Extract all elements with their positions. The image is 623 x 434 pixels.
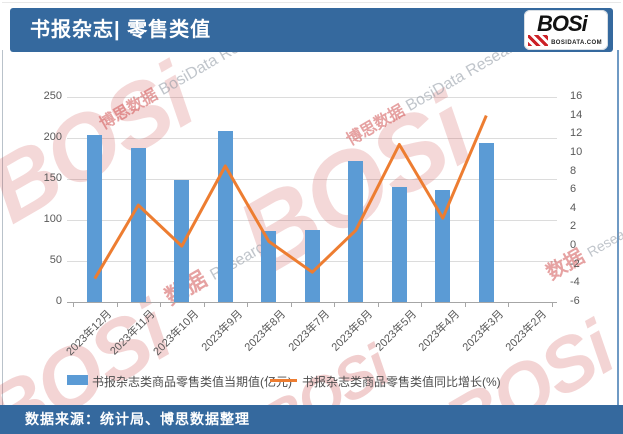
x-axis-tick bbox=[551, 302, 553, 307]
x-axis-tick bbox=[203, 302, 205, 307]
x-axis-tick bbox=[421, 302, 422, 307]
right-axis-tick-label: 4 bbox=[570, 201, 577, 214]
x-axis-label: 2023年7月 bbox=[286, 308, 332, 354]
bar bbox=[478, 142, 494, 302]
right-axis-tick-label: -6 bbox=[570, 295, 580, 307]
gridline bbox=[67, 138, 557, 139]
x-axis-label: 2023年8月 bbox=[242, 308, 289, 354]
bar bbox=[435, 190, 451, 302]
x-axis-label: 2023年12月 bbox=[64, 308, 115, 359]
x-axis-label: 2023年6月 bbox=[329, 308, 376, 354]
x-axis-label: 2023年5月 bbox=[373, 308, 419, 354]
left-axis-tick-label: 50 bbox=[49, 254, 62, 266]
bosi-logo-text: BOSi bbox=[537, 11, 588, 36]
x-axis-label: 2023年2月 bbox=[503, 308, 550, 354]
bosi-logo: BOSi BOSIDATA.COM bbox=[524, 10, 608, 50]
bosi-logo-stripes-icon bbox=[528, 35, 548, 46]
left-axis-tick-label: 0 bbox=[55, 295, 62, 307]
trend-line bbox=[93, 115, 488, 280]
right-axis-tick-label: -4 bbox=[570, 276, 580, 289]
left-axis-tick-label: 250 bbox=[43, 90, 62, 102]
x-axis-tick bbox=[290, 302, 292, 307]
frame-border-left bbox=[2, 50, 3, 406]
bar bbox=[87, 134, 103, 302]
x-axis-tick bbox=[160, 302, 161, 307]
x-axis-label: 2023年9月 bbox=[199, 308, 245, 354]
frame-border-right bbox=[617, 50, 619, 406]
bosi-logo-domain: BOSIDATA.COM bbox=[551, 40, 602, 46]
left-axis-tick-label: 200 bbox=[43, 131, 62, 143]
left-axis-tick-label: 100 bbox=[43, 213, 62, 225]
right-axis-tick-label: 16 bbox=[570, 90, 583, 102]
right-axis-tick-label: -2 bbox=[570, 257, 580, 270]
legend-bar-swatch bbox=[67, 375, 88, 385]
legend-line-swatch bbox=[270, 379, 297, 382]
x-axis-label: 2023年10月 bbox=[151, 308, 202, 359]
right-axis-tick-label: 10 bbox=[570, 145, 583, 158]
bar bbox=[217, 131, 233, 302]
x-axis-tick bbox=[464, 302, 466, 307]
right-axis-tick-label: 6 bbox=[570, 183, 577, 196]
right-axis-tick-label: 14 bbox=[570, 108, 583, 121]
bar bbox=[348, 160, 364, 302]
x-axis-label: 2023年4月 bbox=[416, 308, 463, 354]
x-axis-line bbox=[67, 302, 557, 303]
x-axis-tick bbox=[73, 302, 74, 307]
bar bbox=[174, 179, 190, 302]
left-axis-tick-label: 150 bbox=[43, 172, 62, 184]
right-axis-tick-label: 2 bbox=[570, 220, 577, 233]
header-bar: 书报杂志| 零售类值 BOSi BOSIDATA.COM bbox=[10, 8, 613, 52]
x-axis-tick bbox=[116, 302, 118, 307]
bar bbox=[304, 229, 320, 302]
x-axis-tick bbox=[334, 302, 335, 307]
x-axis-tick bbox=[377, 302, 379, 307]
right-axis-tick-label: 12 bbox=[570, 127, 583, 140]
footer-bar: 数据来源：统计局、博思数据整理 bbox=[0, 405, 623, 434]
legend-line-label: 书报杂志类商品零售类值同比增长(%) bbox=[302, 375, 501, 389]
x-axis-label: 2023年3月 bbox=[460, 308, 506, 354]
bar bbox=[261, 231, 277, 302]
page-title: 书报杂志| 零售类值 bbox=[30, 19, 212, 41]
frame-border-top bbox=[2, 2, 621, 3]
data-source-text: 数据来源：统计局、博思数据整理 bbox=[25, 411, 250, 427]
right-axis-tick-label: 8 bbox=[570, 164, 577, 177]
legend-bar-label: 书报杂志类商品零售类值当期值(亿元) bbox=[92, 375, 292, 389]
x-axis-label: 2023年11月 bbox=[108, 308, 158, 358]
right-axis-tick-label: 0 bbox=[570, 239, 577, 252]
x-axis-tick bbox=[247, 302, 248, 307]
x-axis-tick bbox=[508, 302, 509, 307]
bar bbox=[391, 187, 407, 302]
bar bbox=[130, 147, 146, 302]
gridline bbox=[67, 97, 557, 98]
